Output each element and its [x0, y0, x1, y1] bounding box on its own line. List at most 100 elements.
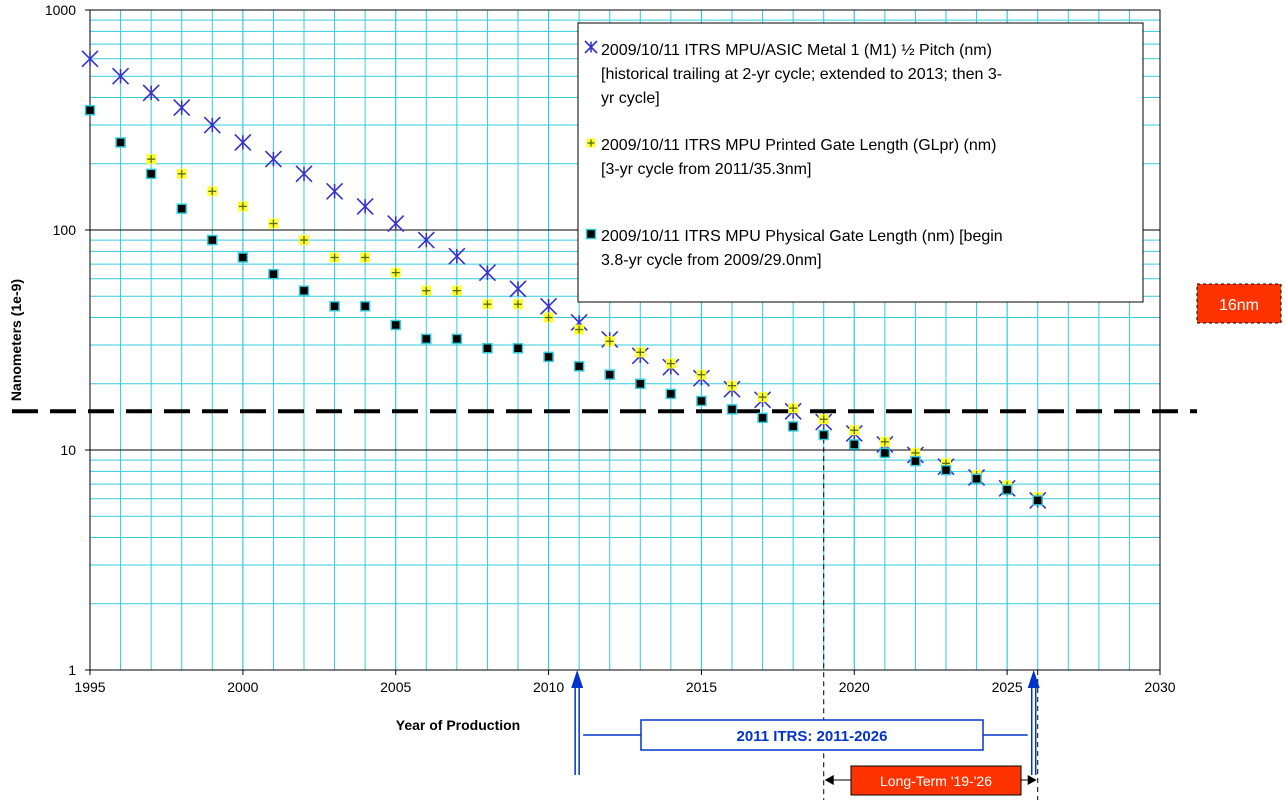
series-2-point — [513, 299, 523, 310]
series-2-point — [237, 201, 248, 212]
svg-text:2009/10/11 ITRS MPU/ASIC Metal: 2009/10/11 ITRS MPU/ASIC Metal 1 (M1) ½ … — [601, 42, 1007, 107]
series-3-point — [665, 388, 677, 400]
series-2-point — [788, 403, 799, 414]
legend-text-printed-gate-line2: [3-yr cycle from 2011/35.3nm] — [601, 161, 811, 178]
legend-item-physical-gate: 2009/10/11 ITRS MPU Physical Gate Length… — [585, 228, 1003, 269]
marker-fill — [298, 285, 310, 296]
marker-fill — [359, 301, 371, 312]
series-3-point — [298, 285, 310, 296]
marker-fill — [665, 388, 677, 400]
marker-fill — [910, 455, 921, 467]
series-2-point — [727, 380, 737, 391]
y-tick-label: 1 — [68, 662, 76, 678]
x-tick-label: 2010 — [533, 679, 564, 695]
series-1-point — [234, 133, 252, 152]
legend-marker-plus-square-icon — [586, 138, 596, 148]
reference-badge-label: 16nm — [1219, 297, 1259, 314]
legend-text-m1-pitch-line3: yr cycle] — [601, 90, 660, 107]
series-3-point — [1001, 484, 1013, 495]
series-3-point — [849, 439, 860, 450]
marker-fill — [115, 137, 126, 148]
series-layer — [81, 50, 1047, 509]
itrs-start-arrow — [571, 670, 584, 775]
series-2-point — [574, 324, 585, 335]
marker-fill — [696, 395, 707, 407]
series-3-point — [635, 378, 646, 390]
marker-fill — [451, 333, 463, 345]
series-2-point — [451, 285, 462, 296]
series-3-point — [359, 301, 371, 312]
series-2-point — [757, 392, 768, 403]
series-3-point — [329, 301, 340, 312]
legend-text-m1-pitch-line1: 2009/10/11 ITRS MPU/ASIC Metal 1 (M1) ½ … — [601, 42, 992, 59]
itrs-range-annotation: 2011 ITRS: 2011-2026 — [571, 670, 1040, 775]
series-2-point — [696, 369, 707, 380]
marker-fill — [512, 343, 524, 354]
series-2-point — [635, 347, 646, 358]
series-2-point — [146, 154, 157, 165]
y-tick-label: 1000 — [45, 2, 76, 18]
legend-text-m1-pitch-line2: [historical trailing at 2-yr cycle; exte… — [601, 66, 1002, 83]
long-term-annotation: Long-Term '19-'26 — [824, 765, 1037, 796]
legend-text-physical-gate-line1: 2009/10/11 ITRS MPU Physical Gate Length… — [601, 228, 1003, 245]
series-1-point — [295, 165, 313, 183]
series-3-point — [696, 395, 707, 407]
plot-area-frame — [89, 9, 1161, 671]
series-1-point — [387, 214, 405, 233]
y-tick-label: 10 — [60, 442, 76, 458]
series-3-point — [268, 268, 279, 280]
series-3-point — [421, 333, 432, 345]
marker-fill — [818, 429, 829, 441]
x-tick-label: 2025 — [992, 679, 1023, 695]
marker-fill — [390, 319, 401, 331]
series-3-point — [115, 137, 126, 148]
series-2-point — [329, 252, 340, 263]
series-1-point — [478, 264, 496, 282]
series-3-point — [390, 319, 401, 331]
long-term-arrow-right — [1027, 775, 1037, 785]
marker-fill — [237, 252, 249, 263]
series-3-point — [726, 404, 738, 415]
x-tick-label: 2030 — [1144, 679, 1175, 695]
series-3-point — [879, 447, 891, 459]
marker-fill — [1032, 495, 1043, 506]
series-3-point — [512, 343, 524, 354]
marker-fill — [207, 234, 218, 246]
marker-fill — [757, 412, 768, 424]
series-2-point — [879, 436, 890, 447]
series-2-point — [299, 235, 309, 246]
series-1-point — [356, 197, 374, 215]
reference-badge: 16nm — [1196, 283, 1282, 324]
series-3 — [84, 105, 1043, 506]
series-3-point — [757, 412, 768, 424]
series-2-point — [543, 312, 554, 323]
x-axis-title: Year of Production — [396, 717, 520, 733]
series-1-point — [417, 231, 435, 249]
long-term-label: Long-Term '19-'26 — [880, 773, 992, 789]
series-2-point — [207, 186, 218, 197]
x-tick-label: 1995 — [74, 679, 105, 695]
series-2-point — [818, 414, 829, 425]
series-3-point — [787, 421, 799, 432]
series-1-point — [448, 247, 466, 265]
svg-text:2009/10/11 ITRS MPU Printed Ga: 2009/10/11 ITRS MPU Printed Gate Length … — [601, 137, 1001, 178]
marker-fill — [971, 473, 982, 485]
marker-fill — [145, 168, 157, 180]
series-3-point — [84, 105, 96, 116]
series-2-point — [360, 252, 371, 263]
series-1-point — [540, 297, 558, 315]
legend-marker-asterisk-icon — [584, 40, 598, 54]
series-3-point — [940, 464, 952, 476]
marker-fill — [585, 228, 597, 240]
arrow-head — [571, 670, 584, 688]
itrs-range-box — [640, 719, 984, 751]
legend-marker-filled-square-icon — [585, 228, 597, 240]
series-2-point — [665, 358, 676, 369]
legend-item-printed-gate: 2009/10/11 ITRS MPU Printed Gate Length … — [586, 137, 1001, 178]
legend-box — [577, 22, 1144, 303]
marker-fill — [421, 333, 432, 345]
series-2-point — [910, 447, 921, 458]
y-axis-title: Nanometers (1e-9) — [8, 279, 24, 401]
series-2-point — [421, 285, 432, 296]
x-tick-label: 2015 — [686, 679, 717, 695]
